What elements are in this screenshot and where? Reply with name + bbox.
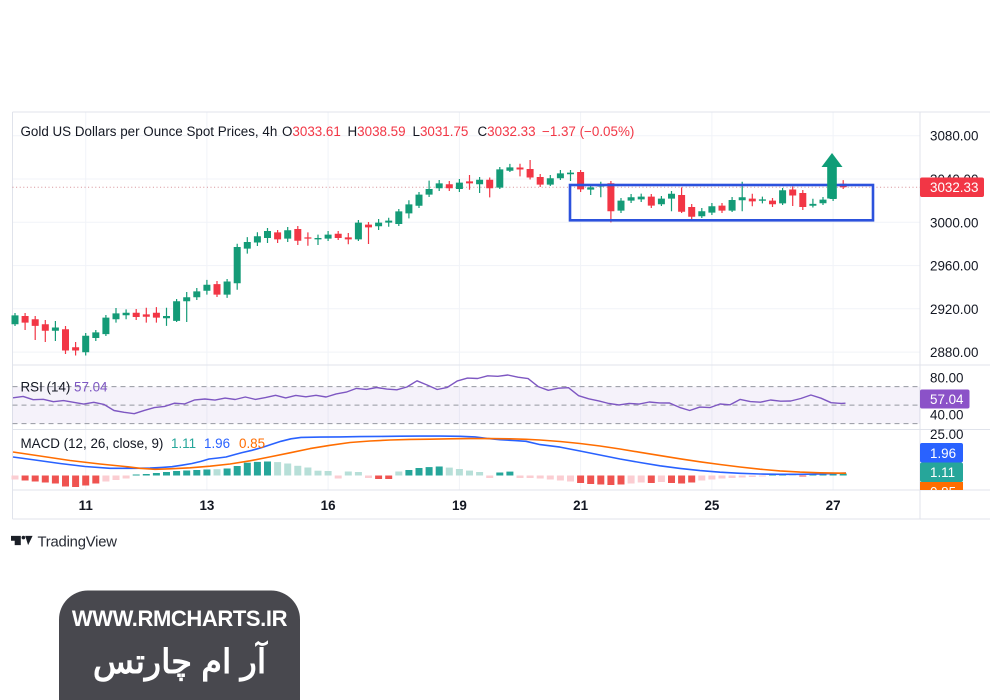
svg-text:L3031.75: L3031.75 bbox=[413, 124, 469, 139]
svg-text:3032.33: 3032.33 bbox=[930, 180, 978, 195]
svg-text:0.85: 0.85 bbox=[930, 485, 956, 500]
svg-text:1.96: 1.96 bbox=[930, 446, 956, 461]
svg-text:19: 19 bbox=[452, 498, 467, 513]
svg-text:−1.37 (−0.05%): −1.37 (−0.05%) bbox=[542, 124, 634, 139]
svg-text:40.00: 40.00 bbox=[930, 407, 964, 422]
svg-text:27: 27 bbox=[826, 498, 841, 513]
svg-text:TradingView: TradingView bbox=[38, 535, 118, 551]
svg-text:1.11: 1.11 bbox=[930, 465, 955, 480]
svg-text:80.00: 80.00 bbox=[930, 370, 964, 385]
svg-text:16: 16 bbox=[321, 498, 336, 513]
svg-text:C3032.33: C3032.33 bbox=[478, 124, 536, 139]
svg-text:H3038.59: H3038.59 bbox=[348, 124, 406, 139]
svg-text:3000.00: 3000.00 bbox=[930, 215, 978, 230]
svg-text:25.00: 25.00 bbox=[930, 427, 964, 442]
svg-text:RSI (14)57.04: RSI (14) 57.04 bbox=[21, 380, 109, 395]
svg-text:25: 25 bbox=[704, 498, 719, 513]
svg-text:MACD (12, 26, close, 9)1.111.9: MACD (12, 26, close, 9) 1.11 1.96 0.85 bbox=[21, 436, 266, 451]
svg-text:57.04: 57.04 bbox=[930, 392, 964, 407]
svg-text:Gold US Dollars per Ounce Spot: Gold US Dollars per Ounce Spot Prices, 4… bbox=[21, 124, 278, 139]
svg-text:2960.00: 2960.00 bbox=[930, 259, 978, 274]
svg-text:2920.00: 2920.00 bbox=[930, 302, 978, 317]
svg-text:WWW.RMCHARTS.IR: WWW.RMCHARTS.IR bbox=[72, 606, 288, 631]
svg-text:O3033.61: O3033.61 bbox=[282, 124, 341, 139]
svg-text:آر ام چارتس: آر ام چارتس bbox=[93, 640, 269, 682]
svg-text:11: 11 bbox=[79, 498, 94, 513]
svg-text:21: 21 bbox=[573, 498, 588, 513]
svg-text:13: 13 bbox=[199, 498, 214, 513]
svg-text:3080.00: 3080.00 bbox=[930, 129, 978, 144]
svg-text:2880.00: 2880.00 bbox=[930, 345, 978, 360]
